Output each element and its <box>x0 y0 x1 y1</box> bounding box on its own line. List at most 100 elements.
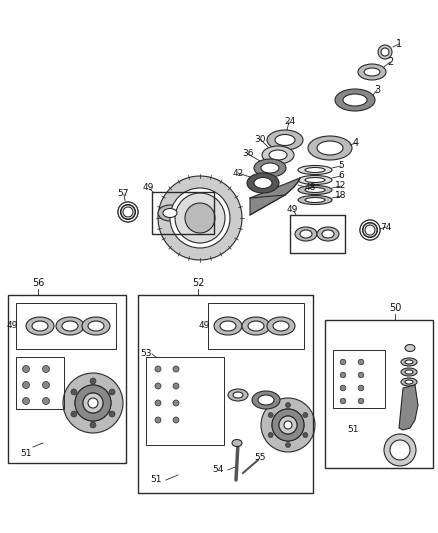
Circle shape <box>303 432 308 438</box>
Circle shape <box>279 416 297 434</box>
Ellipse shape <box>254 159 286 177</box>
Circle shape <box>123 207 133 217</box>
Circle shape <box>155 400 161 406</box>
Ellipse shape <box>26 317 54 335</box>
Circle shape <box>71 389 77 395</box>
Ellipse shape <box>358 64 386 80</box>
Circle shape <box>155 417 161 423</box>
Ellipse shape <box>343 94 367 106</box>
Circle shape <box>173 400 179 406</box>
Ellipse shape <box>233 392 243 398</box>
Circle shape <box>173 366 179 372</box>
Circle shape <box>358 372 364 378</box>
Circle shape <box>378 45 392 59</box>
Text: 74: 74 <box>380 222 392 231</box>
Ellipse shape <box>275 134 295 146</box>
Bar <box>152 192 214 234</box>
Ellipse shape <box>308 136 352 160</box>
Bar <box>146 357 224 445</box>
Text: 51: 51 <box>347 425 359 434</box>
Bar <box>333 350 385 408</box>
Circle shape <box>90 422 96 428</box>
Circle shape <box>363 223 377 237</box>
Ellipse shape <box>364 68 380 76</box>
Circle shape <box>363 222 378 238</box>
Circle shape <box>363 223 377 237</box>
Text: 57: 57 <box>117 190 129 198</box>
Text: 55: 55 <box>254 453 266 462</box>
Ellipse shape <box>269 150 287 160</box>
Ellipse shape <box>317 227 339 241</box>
Circle shape <box>22 382 29 389</box>
Circle shape <box>268 432 273 438</box>
Circle shape <box>358 398 364 404</box>
Circle shape <box>118 202 138 222</box>
Circle shape <box>90 378 96 384</box>
Circle shape <box>340 398 346 404</box>
Ellipse shape <box>300 230 312 238</box>
Text: 4: 4 <box>353 138 359 148</box>
Circle shape <box>83 393 103 413</box>
Circle shape <box>22 398 29 405</box>
Circle shape <box>42 366 49 373</box>
Text: 12: 12 <box>336 182 347 190</box>
Text: 24: 24 <box>284 117 296 126</box>
Text: 1: 1 <box>396 39 402 49</box>
Text: 51: 51 <box>20 448 32 457</box>
Ellipse shape <box>322 230 334 238</box>
Ellipse shape <box>298 166 332 174</box>
Text: 2: 2 <box>387 57 393 67</box>
Text: 51: 51 <box>150 475 162 484</box>
Circle shape <box>286 442 290 448</box>
Text: 54: 54 <box>212 465 224 474</box>
Circle shape <box>22 366 29 373</box>
Text: 49: 49 <box>6 321 18 330</box>
Circle shape <box>88 398 98 408</box>
Ellipse shape <box>401 368 417 376</box>
Circle shape <box>272 409 304 441</box>
Ellipse shape <box>298 196 332 205</box>
Circle shape <box>155 366 161 372</box>
Circle shape <box>340 372 346 378</box>
Circle shape <box>170 188 230 248</box>
Text: 18: 18 <box>335 191 347 200</box>
Text: 30: 30 <box>254 134 266 143</box>
Text: 3: 3 <box>374 85 380 95</box>
Ellipse shape <box>298 185 332 195</box>
Circle shape <box>120 205 135 220</box>
Circle shape <box>284 421 292 429</box>
Bar <box>16 303 116 349</box>
Ellipse shape <box>305 188 325 192</box>
Ellipse shape <box>401 378 417 386</box>
Circle shape <box>83 393 103 413</box>
Text: 50: 50 <box>389 303 401 313</box>
Text: 49: 49 <box>142 183 154 192</box>
Bar <box>16 357 64 409</box>
Ellipse shape <box>305 198 325 203</box>
Circle shape <box>384 434 416 466</box>
Ellipse shape <box>228 389 248 401</box>
Ellipse shape <box>267 317 295 335</box>
Ellipse shape <box>62 321 78 331</box>
Polygon shape <box>399 385 418 430</box>
Circle shape <box>42 382 49 389</box>
Circle shape <box>272 409 304 441</box>
Ellipse shape <box>317 141 343 155</box>
Ellipse shape <box>214 317 242 335</box>
Ellipse shape <box>163 208 177 217</box>
Ellipse shape <box>262 146 294 164</box>
Circle shape <box>261 398 315 452</box>
Circle shape <box>75 385 111 421</box>
Ellipse shape <box>295 227 317 241</box>
Ellipse shape <box>305 177 325 182</box>
Ellipse shape <box>258 395 274 405</box>
Circle shape <box>286 402 290 408</box>
Circle shape <box>279 416 297 434</box>
Circle shape <box>75 385 111 421</box>
Ellipse shape <box>401 358 417 366</box>
Circle shape <box>158 176 242 260</box>
Ellipse shape <box>232 440 242 447</box>
Text: 49: 49 <box>286 206 298 214</box>
Ellipse shape <box>405 380 413 384</box>
Circle shape <box>360 220 380 240</box>
